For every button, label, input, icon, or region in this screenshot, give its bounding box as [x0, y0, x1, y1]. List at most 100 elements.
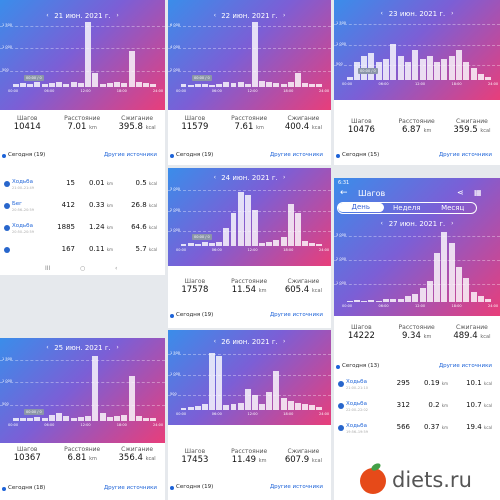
step-bar[interactable] — [316, 84, 323, 87]
activity-row[interactable]: Ходьба 22:00–22:02 312 0.2 km 10.7 kcal — [334, 400, 500, 422]
step-bar[interactable] — [106, 417, 113, 421]
share-icon[interactable]: ⋖ — [457, 188, 464, 197]
step-bar[interactable] — [434, 62, 441, 80]
step-bar[interactable] — [375, 300, 382, 302]
step-bar[interactable] — [216, 83, 223, 87]
step-bar[interactable] — [180, 407, 187, 410]
step-bar[interactable] — [463, 277, 470, 302]
prev-day-button[interactable]: ‹ — [46, 344, 49, 351]
activity-row[interactable]: Ходьба 21:00–21:10 295 0.19 km 10.1 kcal — [334, 378, 500, 400]
step-bar[interactable] — [12, 83, 19, 87]
step-bar[interactable] — [41, 417, 48, 421]
step-bar[interactable] — [287, 401, 294, 410]
other-sources-link[interactable]: Другие источники — [438, 152, 492, 158]
other-sources-link[interactable]: Другие источники — [438, 363, 492, 369]
step-bar[interactable] — [441, 232, 448, 302]
step-bar[interactable] — [70, 417, 77, 421]
step-bar[interactable] — [99, 83, 106, 87]
step-bar[interactable] — [201, 404, 208, 410]
step-bar[interactable] — [237, 402, 244, 410]
step-bar[interactable] — [309, 83, 316, 87]
step-bar[interactable] — [448, 242, 455, 302]
other-sources-link[interactable]: Другие источники — [269, 312, 323, 318]
step-bar[interactable] — [252, 210, 258, 246]
step-bar[interactable] — [252, 22, 258, 87]
step-bar[interactable] — [135, 82, 142, 87]
next-day-button[interactable]: › — [451, 220, 454, 227]
back-arrow-icon[interactable]: ← — [340, 188, 348, 198]
step-bar[interactable] — [426, 56, 433, 80]
step-bar[interactable] — [346, 77, 353, 80]
step-bar[interactable] — [302, 83, 308, 87]
step-bar[interactable] — [368, 53, 375, 80]
prev-day-button[interactable]: ‹ — [213, 174, 217, 181]
step-bar[interactable] — [230, 404, 237, 410]
prev-day-button[interactable]: ‹ — [213, 338, 217, 345]
step-bar[interactable] — [397, 56, 404, 80]
step-bar[interactable] — [106, 83, 113, 87]
step-bar[interactable] — [48, 414, 55, 421]
step-bar[interactable] — [12, 418, 19, 421]
step-bar[interactable] — [448, 56, 455, 80]
step-bar[interactable] — [41, 84, 48, 87]
step-bar[interactable] — [390, 44, 397, 80]
step-bar[interactable] — [309, 243, 316, 246]
step-bar[interactable] — [114, 415, 121, 421]
activity-row[interactable]: Ходьба 20:50–20:59 1885 1.24 km 64.6 kcal — [0, 222, 165, 244]
step-bar[interactable] — [280, 398, 287, 410]
step-bar[interactable] — [412, 293, 419, 302]
step-bar[interactable] — [485, 299, 492, 302]
step-bar[interactable] — [375, 62, 382, 80]
step-bar[interactable] — [485, 77, 492, 80]
step-bar[interactable] — [302, 404, 308, 410]
activity-row[interactable]: 167 0.11 km 5.7 kcal — [0, 244, 165, 266]
step-bar[interactable] — [273, 240, 280, 246]
tab-month[interactable]: Месяц — [441, 204, 465, 212]
step-bar[interactable] — [244, 195, 251, 246]
step-bar[interactable] — [390, 298, 397, 302]
step-bar[interactable] — [19, 83, 26, 87]
step-bar[interactable] — [294, 213, 301, 246]
step-bar[interactable] — [180, 84, 187, 87]
step-bar[interactable] — [404, 62, 411, 80]
step-bar[interactable] — [244, 389, 251, 410]
home-button[interactable]: ○ — [80, 265, 86, 272]
step-bar[interactable] — [85, 415, 92, 421]
step-bar[interactable] — [302, 241, 308, 246]
step-bar[interactable] — [209, 243, 216, 246]
step-bar[interactable] — [180, 243, 187, 246]
step-bar[interactable] — [135, 416, 142, 421]
step-bar[interactable] — [237, 192, 244, 246]
other-sources-link[interactable]: Другие источники — [103, 152, 157, 158]
step-bar[interactable] — [121, 415, 128, 421]
step-bar[interactable] — [27, 418, 34, 421]
next-day-button[interactable]: › — [451, 10, 454, 17]
step-bar[interactable] — [187, 243, 194, 246]
step-bar[interactable] — [143, 417, 150, 421]
step-bar[interactable] — [477, 296, 484, 302]
step-bar[interactable] — [441, 59, 448, 80]
step-bar[interactable] — [456, 50, 463, 80]
step-bar[interactable] — [77, 83, 84, 87]
step-bar[interactable] — [194, 406, 201, 410]
step-bar[interactable] — [209, 85, 216, 87]
step-bar[interactable] — [273, 371, 280, 410]
step-bar[interactable] — [470, 68, 477, 80]
step-bar[interactable] — [223, 405, 230, 410]
step-bar[interactable] — [426, 281, 433, 302]
step-bar[interactable] — [316, 407, 323, 410]
prev-day-button[interactable]: ‹ — [46, 12, 49, 19]
step-bar[interactable] — [92, 356, 99, 421]
next-day-button[interactable]: › — [282, 338, 286, 345]
activity-row[interactable]: Ходьба 19:56–19:59 566 0.37 km 19.4 kcal — [334, 422, 500, 444]
step-bar[interactable] — [70, 82, 77, 87]
tab-day[interactable]: День — [338, 203, 384, 212]
step-bar[interactable] — [346, 300, 353, 302]
activity-row[interactable]: Бег 20:56–20:59 412 0.33 km 26.8 kcal — [0, 200, 165, 222]
other-sources-link[interactable]: Другие источники — [103, 485, 157, 491]
step-bar[interactable] — [463, 62, 470, 80]
step-bar[interactable] — [316, 243, 323, 246]
step-bar[interactable] — [19, 417, 26, 421]
step-bar[interactable] — [477, 74, 484, 80]
step-bar[interactable] — [419, 288, 426, 302]
